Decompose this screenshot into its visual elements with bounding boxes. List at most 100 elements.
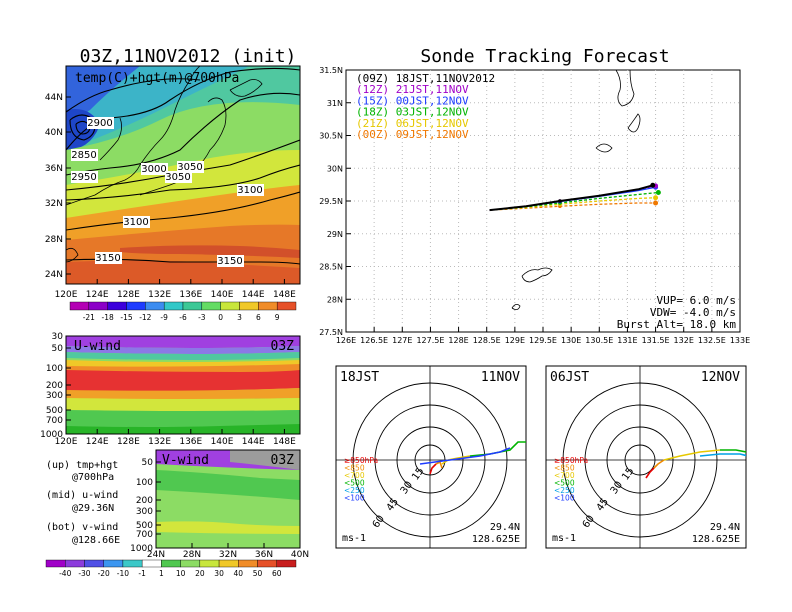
- track-y-tick: 31.5N: [319, 66, 343, 75]
- track-grid: [346, 70, 740, 332]
- hodo-right-text: 06JST 12NOV ms-1 29.4N 128.625E: [550, 370, 740, 545]
- colorbar-swatch: [107, 301, 127, 311]
- contour-label: 2850: [71, 150, 96, 161]
- u-y-tick: 50: [52, 344, 64, 354]
- contour-label: 3000: [141, 164, 166, 175]
- v-wind-x-ticks: 24N 28N 32N 36N 40N: [147, 543, 309, 560]
- contour-label: 3150: [217, 256, 242, 267]
- track-y-tick: 27.5N: [319, 328, 343, 337]
- contour-label: 3150: [95, 253, 120, 264]
- track-x-tick: 131.5E: [642, 336, 670, 345]
- v-y-tick: 1000: [130, 544, 153, 554]
- map-y-ticks: 44N 40N 36N 32N 28N 24N: [45, 93, 71, 280]
- colorbar-label: -21: [83, 313, 95, 322]
- hodo-right-unit: ms-1: [552, 533, 576, 544]
- v-x-tick: 36N: [255, 550, 273, 560]
- u-x-tick: 128E: [117, 437, 140, 447]
- contour-label: 2900: [87, 118, 112, 129]
- track-x-tick: 126.5E: [360, 336, 388, 345]
- u-x-tick: 120E: [55, 437, 78, 447]
- map-y-tick: 44N: [45, 93, 63, 103]
- colorbar-label: -12: [139, 313, 151, 322]
- right-title: Sonde Tracking Forecast: [420, 46, 669, 67]
- contour-label-bg: [95, 252, 122, 264]
- left-title: 03Z,11NOV2012 (init): [80, 46, 297, 67]
- vup-text: VUP= 6.0 m/s: [657, 294, 736, 307]
- note-up-2: @700hPa: [72, 472, 114, 483]
- colorbar-swatch: [239, 301, 259, 311]
- map-y-tick: 32N: [45, 199, 63, 209]
- hodo-left-unit: ms-1: [342, 533, 366, 544]
- track-end-point: [653, 195, 659, 201]
- map-x-ticks: 120E 124E 128E 132E 136E 140E 144E 148E: [55, 279, 296, 300]
- track-x-tick: 128.5E: [473, 336, 501, 345]
- wind-colorbar-label: -1: [138, 569, 146, 578]
- u-x-tick: 136E: [179, 437, 202, 447]
- wind-colorbar-swatch: [257, 559, 277, 568]
- hodo-level-label: <250: [344, 486, 365, 495]
- map-frame: [65, 65, 301, 285]
- v-y-tick: 50: [142, 458, 154, 468]
- hodo-right-date: 12NOV: [701, 370, 740, 385]
- track-x-tick: 127.5E: [416, 336, 444, 345]
- contour-label: 3050: [165, 172, 190, 183]
- map-y-tick: 36N: [45, 164, 63, 174]
- v-x-tick: 28N: [183, 550, 201, 560]
- contour-label: 3100: [123, 217, 148, 228]
- track-legend-entry: (12Z) 21JST,11NOV: [356, 83, 469, 96]
- track-x-tick: 127E: [392, 336, 412, 345]
- launch-params: VUP= 6.0 m/s VDW= -4.0 m/s Burst Alt= 18…: [617, 294, 737, 331]
- wind-colorbar-swatch: [122, 559, 143, 568]
- track-end-point: [655, 189, 661, 195]
- map-x-tick: 140E: [211, 290, 234, 300]
- track-x-tick: 132.5E: [698, 336, 726, 345]
- wind-colorbar-label: -40: [59, 569, 71, 578]
- wind-colorbar-label: -30: [78, 569, 90, 578]
- colorbar-swatch: [276, 301, 297, 311]
- track-x-ticks: 126E 126.5E 127E 127.5E 128E 128.5E 129E 129.5E…: [336, 327, 750, 345]
- u-x-tick: 124E: [86, 437, 109, 447]
- colorbar-label: 3: [237, 313, 242, 322]
- wind-colorbar-swatch: [84, 559, 104, 568]
- hodo-level-label: <500: [554, 479, 575, 488]
- wind-colorbar-label: 1: [159, 569, 164, 578]
- contour-label-bg: [123, 216, 150, 228]
- track-x-tick: 129.5E: [529, 336, 557, 345]
- hodo-trace: [720, 449, 746, 454]
- wind-colorbar-swatch: [276, 559, 297, 568]
- colorbar-swatch: [258, 301, 278, 311]
- hodo-left-text: 18JST 11NOV ms-1 29.4N 128.625E: [340, 370, 520, 545]
- note-bot-2: @128.66E: [72, 535, 120, 546]
- u-y-tick: 500: [46, 406, 63, 416]
- vdw-text: VDW= -4.0 m/s: [650, 306, 736, 319]
- u-y-tick: 100: [46, 364, 63, 374]
- note-up-1: (up) tmp+hgt: [46, 460, 118, 471]
- map-x-tick: 144E: [242, 290, 265, 300]
- wind-colorbar-label: 50: [253, 569, 263, 578]
- hodo-level-label: <850: [344, 464, 365, 473]
- wind-colorbar-label: -20: [98, 569, 110, 578]
- colorbar-label: 0: [218, 313, 223, 322]
- track-y-tick: 31N: [327, 99, 343, 108]
- track-y-tick: 28N: [327, 295, 343, 304]
- track-legend-entry: (09Z) 18JST,11NOV2012: [356, 72, 495, 85]
- wind-colorbar-swatch: [65, 559, 85, 568]
- colorbar-label: -9: [160, 313, 168, 322]
- colorbar-swatch: [182, 301, 203, 311]
- u-wind-x-ticks: 120E 124E 128E 132E 136E 140E 144E 148E: [55, 429, 296, 447]
- contour-label-bg: [71, 171, 98, 183]
- hodo-level-label: <100: [344, 494, 365, 503]
- map-y-tick: 24N: [45, 270, 63, 280]
- u-y-tick: 30: [52, 332, 64, 342]
- map-x-tick: 128E: [117, 290, 140, 300]
- colorbar-label: -6: [179, 313, 187, 322]
- wind-colorbar-swatch: [238, 559, 258, 568]
- track-y-tick: 29.5N: [319, 197, 343, 206]
- colorbar-swatch: [145, 301, 165, 311]
- wind-colorbar-swatch: [141, 559, 162, 568]
- v-x-tick: 24N: [147, 550, 165, 560]
- hodo-level-label: <250: [554, 486, 575, 495]
- map-x-tick: 124E: [86, 290, 109, 300]
